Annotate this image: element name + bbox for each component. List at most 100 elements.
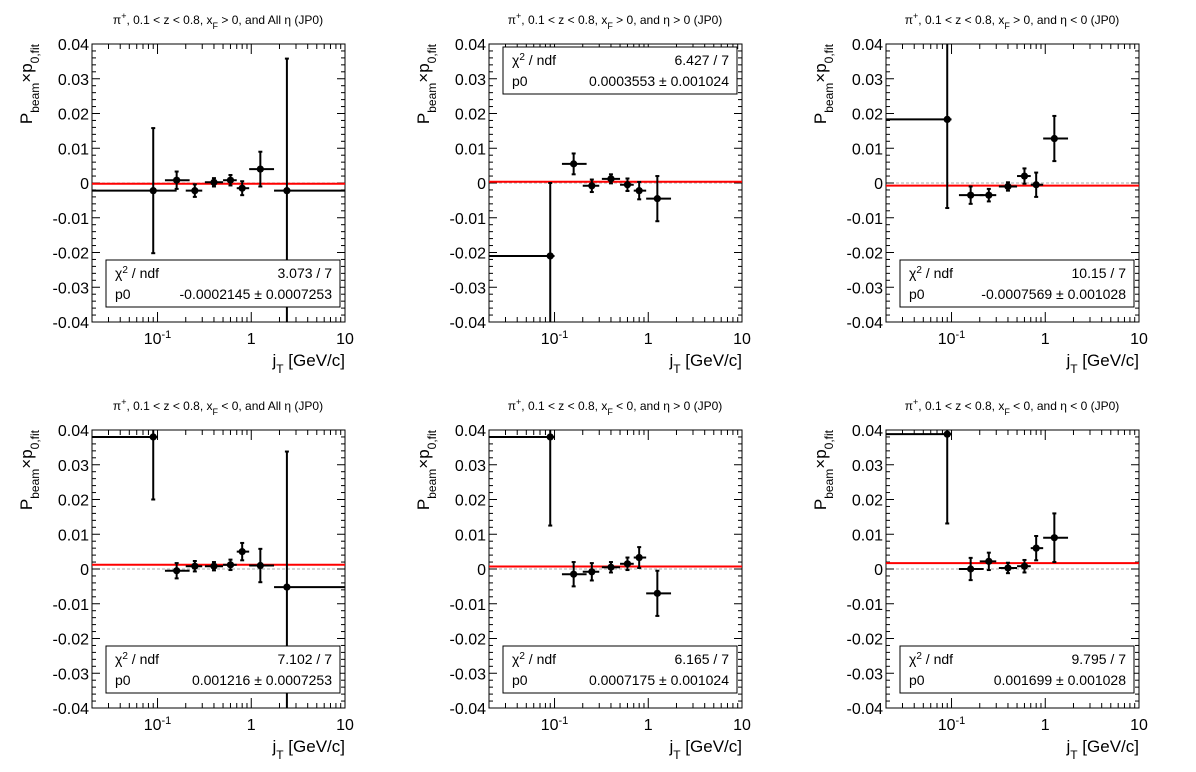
y-axis-label-part: P — [17, 113, 36, 124]
panel-4: π+, 0.1 < z < 0.8, xF < 0, and All η (JP… — [17, 397, 354, 762]
x-tick-exponent: -1 — [956, 329, 966, 341]
data-point — [1017, 167, 1031, 185]
chi-ndf-text: / ndf — [128, 265, 159, 281]
x-tick-base: 1 — [1041, 717, 1050, 734]
x-axis-label-part: [GeV/c] — [681, 351, 742, 370]
point-marker — [173, 176, 181, 184]
chi-exponent: 2 — [122, 651, 128, 662]
x-tick-label: 10 — [336, 717, 354, 734]
chart-title: π+, 0.1 < z < 0.8, xF > 0, and All η (JP… — [113, 11, 323, 31]
data-point — [185, 183, 203, 198]
point-marker — [256, 561, 264, 570]
data-point — [489, 430, 555, 527]
y-axis-label-part: P — [811, 113, 830, 124]
x-tick-base: 10 — [1130, 331, 1148, 348]
chart-title-part: , 0.1 < z < 0.8, x — [918, 399, 1004, 413]
x-axis-label-part: T — [1070, 748, 1078, 762]
data-point — [1030, 171, 1044, 198]
chart-title-part: < 0, and η < 0 (JP0) — [1010, 399, 1119, 413]
stats-chi2-label: χ2 / ndf — [512, 52, 556, 69]
stats-box-frame — [899, 259, 1135, 308]
y-tick-label: -0.02 — [53, 246, 90, 263]
data-point — [185, 560, 203, 573]
chi-symbol: χ — [115, 265, 123, 281]
data-point — [1043, 114, 1069, 163]
x-tick-base: 10 — [336, 717, 354, 734]
fit-stats-box: χ2 / ndf 6.427 / 7 p0 0.0003553 ± 0.001024 — [502, 46, 738, 95]
stats-box-frame — [105, 259, 341, 308]
x-tick-label: 1 — [644, 717, 653, 734]
y-tick-label: -0.01 — [53, 211, 90, 228]
chi-exponent: 2 — [519, 651, 525, 662]
panel-5: π+, 0.1 < z < 0.8, xF < 0, and η > 0 (JP… — [414, 397, 751, 762]
x-tick-base: 10 — [938, 717, 956, 734]
chart-title-part: π — [905, 13, 913, 27]
data-point — [582, 562, 600, 582]
point-marker — [210, 178, 218, 186]
chi-ndf-text: / ndf — [525, 52, 556, 68]
y-axis-label-part: 0,fit — [822, 429, 836, 449]
y-tick-label: 0.02 — [852, 493, 883, 510]
y-axis-label-part: beam — [822, 469, 836, 499]
y-tick-label: -0.03 — [53, 280, 90, 297]
x-axis-label-part: j — [668, 737, 673, 756]
chart-title: π+, 0.1 < z < 0.8, xF < 0, and η > 0 (JP… — [508, 397, 723, 417]
chart-title-part: , 0.1 < z < 0.8, x — [126, 399, 212, 413]
stats-box-frame — [105, 645, 341, 694]
y-tick-label: 0 — [477, 562, 486, 579]
data-point — [633, 180, 647, 201]
x-axis-label-part: j — [1065, 737, 1070, 756]
y-tick-label: 0.01 — [58, 527, 89, 544]
stats-chi2-label: χ2 / ndf — [115, 265, 159, 282]
chi-symbol: χ — [909, 651, 917, 667]
y-tick-label: 0 — [874, 562, 883, 579]
point-marker — [256, 165, 264, 173]
y-axis-label: Pbeam×p0,fit — [811, 429, 836, 510]
x-tick-label: 10 — [336, 331, 354, 348]
y-axis-label: Pbeam×p0,fit — [414, 43, 439, 124]
y-axis-label-part: 0,fit — [822, 43, 836, 63]
x-tick-base: 10 — [144, 331, 162, 348]
y-tick-label: -0.02 — [53, 632, 90, 649]
y-axis-label-part: P — [414, 499, 433, 510]
y-axis-label-part: beam — [822, 83, 836, 113]
y-tick-label: 0.03 — [455, 72, 486, 89]
point-marker — [191, 562, 199, 570]
data-point — [886, 44, 952, 210]
chi-symbol: χ — [512, 52, 520, 68]
data-point — [223, 174, 237, 187]
x-axis-label-part: j — [271, 737, 276, 756]
y-tick-label: -0.02 — [847, 246, 884, 263]
chart-title-part: > 0, and All η (JP0) — [218, 13, 323, 27]
chi-ndf-text: / ndf — [922, 265, 953, 281]
chart-title-part: + — [516, 397, 521, 407]
y-tick-label: -0.04 — [53, 701, 90, 718]
y-tick-label: -0.04 — [847, 701, 884, 718]
x-tick-label: 10 — [1130, 717, 1148, 734]
x-tick-base: 10 — [733, 717, 751, 734]
y-tick-label: -0.04 — [450, 315, 487, 332]
x-tick-exponent: -1 — [956, 715, 966, 727]
data-point — [633, 546, 647, 569]
chi-exponent: 2 — [916, 651, 922, 662]
stats-p0-value: 0.0007175 ± 0.001024 — [589, 672, 729, 688]
data-point — [164, 562, 190, 580]
stats-p0-label: p0 — [512, 672, 528, 688]
chart-title-part: F — [607, 21, 613, 31]
x-axis-label-part: j — [271, 351, 276, 370]
chart-title-part: + — [516, 11, 521, 21]
point-marker — [588, 568, 596, 576]
x-tick-base: 10 — [733, 331, 751, 348]
y-tick-label: 0.04 — [58, 37, 89, 54]
stats-chi2-value: 6.427 / 7 — [675, 52, 730, 68]
x-tick-label: 10-1 — [938, 715, 966, 734]
point-marker — [1004, 182, 1012, 191]
chart-title-part: π — [905, 399, 913, 413]
chart-title: π+, 0.1 < z < 0.8, xF > 0, and η > 0 (JP… — [508, 11, 723, 31]
x-tick-label: 10 — [1130, 331, 1148, 348]
y-tick-label: -0.02 — [450, 632, 487, 649]
chart-title-part: F — [607, 407, 613, 417]
data-point — [998, 181, 1018, 192]
y-axis-label-part: 0,fit — [28, 43, 42, 63]
y-tick-label: -0.04 — [450, 701, 487, 718]
